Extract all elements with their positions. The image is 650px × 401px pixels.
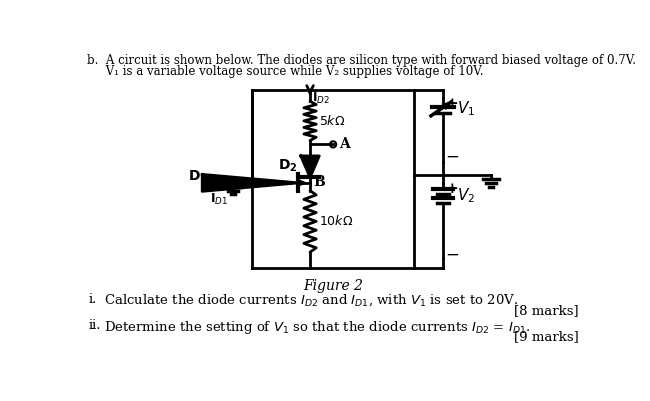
Text: [9 marks]: [9 marks] xyxy=(514,330,579,343)
Text: Figure 2: Figure 2 xyxy=(303,279,363,293)
Text: Calculate the diode currents $I_{D2}$ and $I_{D1}$, with $V_1$ is set to 20V.: Calculate the diode currents $I_{D2}$ an… xyxy=(105,293,519,308)
Polygon shape xyxy=(301,156,319,178)
Text: −: − xyxy=(445,149,460,166)
Text: +: + xyxy=(445,182,458,196)
Text: −: − xyxy=(445,247,460,264)
Text: i.: i. xyxy=(89,293,98,306)
Polygon shape xyxy=(202,174,298,191)
Text: B: B xyxy=(313,175,325,189)
Text: $V_1$: $V_1$ xyxy=(457,99,475,118)
Text: [8 marks]: [8 marks] xyxy=(514,304,578,317)
Text: $10k\Omega$: $10k\Omega$ xyxy=(319,215,354,229)
Text: $5k\Omega$: $5k\Omega$ xyxy=(319,113,346,128)
Text: $\mathbf{I}_{D1}$: $\mathbf{I}_{D1}$ xyxy=(210,192,228,207)
Text: ii.: ii. xyxy=(89,319,101,332)
Text: Determine the setting of $V_1$ so that the diode currents $I_{D2}$ = $I_{D1}$.: Determine the setting of $V_1$ so that t… xyxy=(105,319,531,336)
Text: V₁ is a variable voltage source while V₂ supplies voltage of 10V.: V₁ is a variable voltage source while V₂… xyxy=(88,65,484,78)
Text: $\mathbf{D_2}$: $\mathbf{D_2}$ xyxy=(278,158,297,174)
Text: $\mathbf{D_1}$: $\mathbf{D_1}$ xyxy=(188,169,208,185)
Text: $V_2$: $V_2$ xyxy=(457,186,475,205)
Text: b.  A circuit is shown below. The diodes are silicon type with forward biased vo: b. A circuit is shown below. The diodes … xyxy=(88,54,636,67)
Text: $\mathbf{I}_{D2}$: $\mathbf{I}_{D2}$ xyxy=(313,91,330,106)
Text: +: + xyxy=(445,97,458,111)
Text: A: A xyxy=(339,137,350,151)
